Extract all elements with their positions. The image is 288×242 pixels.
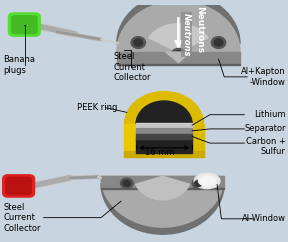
FancyBboxPatch shape (136, 138, 192, 152)
FancyBboxPatch shape (3, 175, 35, 197)
FancyBboxPatch shape (192, 124, 204, 152)
Wedge shape (136, 176, 190, 200)
Polygon shape (101, 188, 224, 189)
Text: 16 mm: 16 mm (145, 148, 175, 157)
FancyBboxPatch shape (12, 16, 37, 34)
Circle shape (174, 51, 183, 58)
Text: Carbon +
Sulfur: Carbon + Sulfur (246, 137, 286, 156)
Polygon shape (117, 64, 240, 65)
Wedge shape (149, 24, 208, 52)
Circle shape (211, 37, 226, 48)
Text: Banana
plugs: Banana plugs (3, 55, 35, 75)
FancyBboxPatch shape (8, 13, 40, 36)
Wedge shape (117, 1, 240, 52)
Circle shape (192, 178, 205, 189)
Text: Al-Window: Al-Window (242, 214, 286, 223)
Wedge shape (136, 101, 192, 124)
Text: Neutrons: Neutrons (182, 13, 191, 56)
Wedge shape (101, 176, 224, 227)
Text: Steel
Current
Collector: Steel Current Collector (114, 53, 151, 82)
Text: Neutrons: Neutrons (195, 6, 204, 53)
FancyBboxPatch shape (136, 128, 192, 133)
Ellipse shape (194, 173, 220, 189)
FancyBboxPatch shape (136, 134, 192, 139)
Wedge shape (101, 183, 224, 234)
Circle shape (214, 39, 223, 46)
Circle shape (171, 48, 185, 60)
Text: Separator: Separator (245, 124, 286, 133)
FancyBboxPatch shape (136, 122, 192, 128)
Circle shape (134, 39, 143, 46)
FancyBboxPatch shape (124, 151, 204, 157)
Text: Al+Kapton
-Window: Al+Kapton -Window (241, 67, 286, 87)
Circle shape (123, 180, 130, 186)
Wedge shape (124, 91, 204, 124)
Text: PEEK ring: PEEK ring (77, 103, 117, 112)
FancyBboxPatch shape (6, 177, 31, 195)
Text: Steel
Current
Collector: Steel Current Collector (3, 203, 41, 233)
Polygon shape (101, 176, 224, 188)
Polygon shape (166, 52, 191, 63)
Text: Lithium: Lithium (254, 110, 286, 119)
FancyBboxPatch shape (124, 124, 136, 152)
Circle shape (120, 178, 133, 189)
Polygon shape (117, 52, 240, 64)
Wedge shape (117, 0, 240, 44)
Circle shape (195, 180, 202, 186)
Circle shape (131, 37, 145, 48)
Ellipse shape (198, 176, 216, 186)
